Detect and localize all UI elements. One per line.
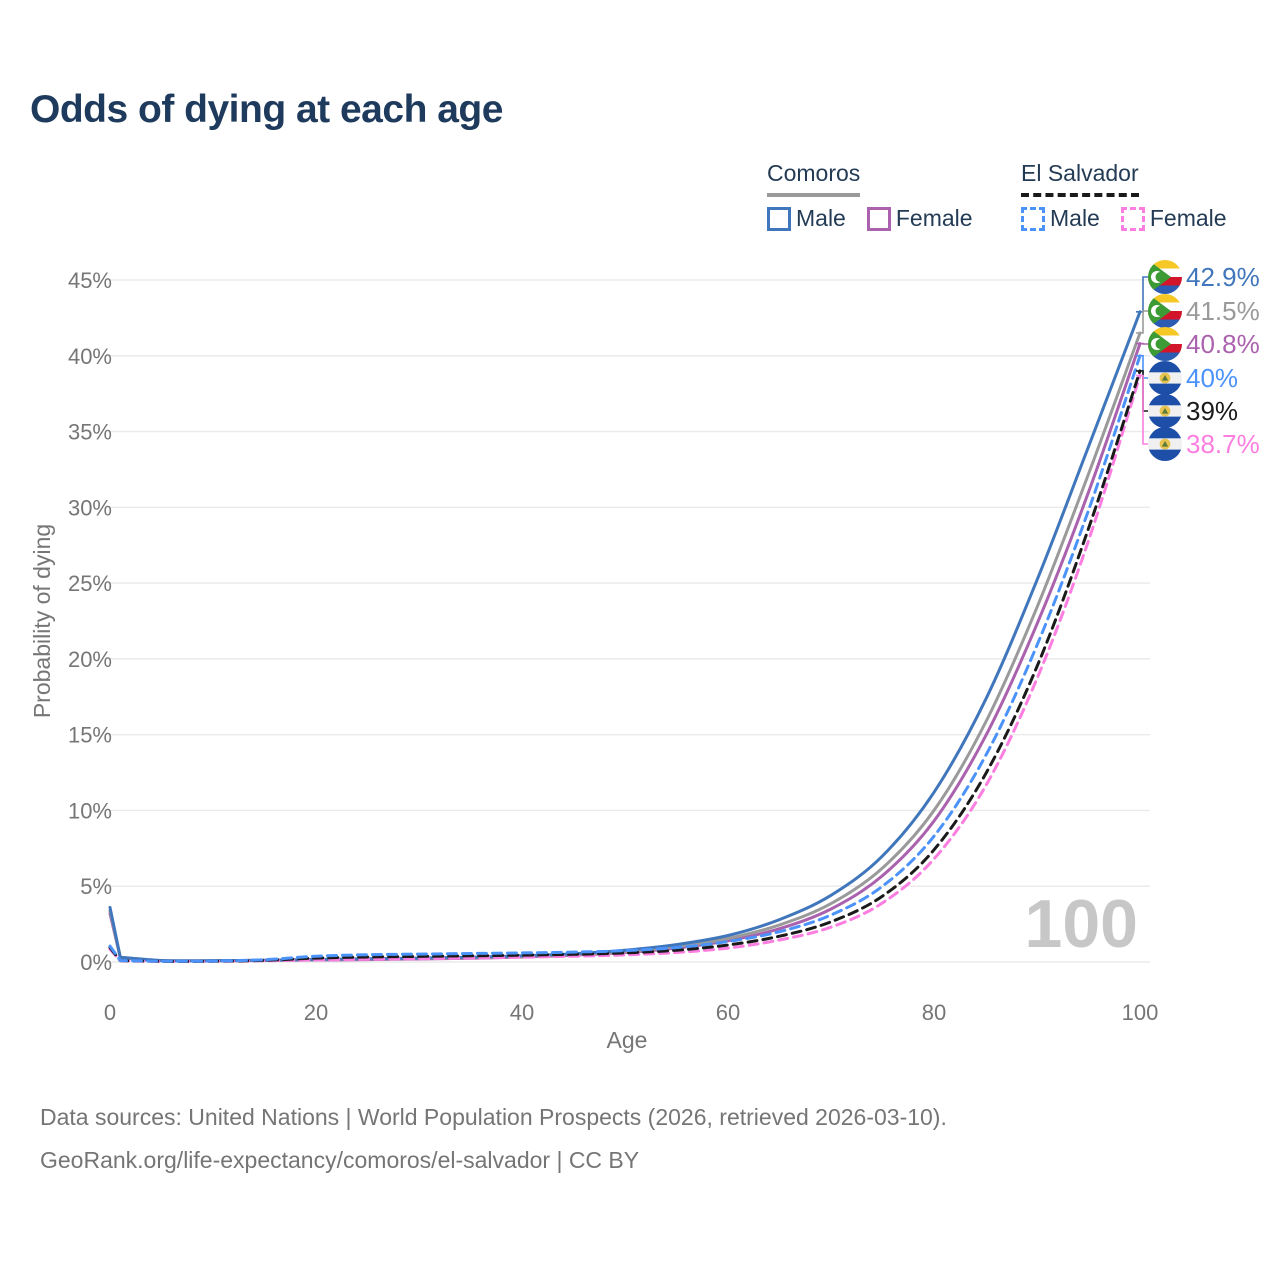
leader-line [1136, 276, 1148, 313]
leader-line [1136, 310, 1148, 334]
series-line-el-salvador-female [108, 374, 1142, 963]
x-tick-label: 100 [1122, 1000, 1159, 1025]
y-tick-label: 5% [80, 874, 112, 899]
series-line-el-salvador-both [108, 369, 1142, 963]
x-tick-label: 40 [510, 1000, 534, 1025]
y-tick-label: 35% [68, 420, 112, 445]
gridlines [108, 279, 1150, 963]
comoros-male-checkbox[interactable] [767, 206, 791, 231]
series-line-comoros-both [108, 331, 1142, 963]
leader-lines [1136, 276, 1148, 445]
x-tick-label: 80 [922, 1000, 946, 1025]
end-value-label: 38.7% [1186, 429, 1260, 459]
el-salvador-flag-icon [1148, 361, 1182, 395]
legend-group-el-salvador: El Salvador Male Female [1021, 160, 1227, 232]
comoros-male-label: Male [796, 205, 846, 231]
end-value-label: 39% [1186, 396, 1238, 426]
y-tick-labels: 0% 5% 10% 15% 20% 25% 30% 35% 40% 45% [68, 268, 112, 975]
legend-group-comoros: Comoros Male Female [767, 160, 973, 232]
leader-line [1136, 355, 1148, 379]
y-tick-label: 40% [68, 344, 112, 369]
data-sources-line: Data sources: United Nations | World Pop… [40, 1104, 947, 1130]
x-tick-label: 0 [104, 1000, 116, 1025]
y-axis-title: Probability of dying [29, 524, 55, 718]
series-line-comoros-female [108, 342, 1142, 963]
x-axis-title: Age [607, 1027, 648, 1053]
age-counter-watermark: 100 [1025, 886, 1138, 962]
el-salvador-female-label: Female [1149, 205, 1227, 231]
comoros-flag-icon [1148, 294, 1182, 328]
comoros-flag-icon [1148, 260, 1182, 294]
legend-country-el-salvador: El Salvador [1021, 160, 1139, 197]
flag-markers [1148, 260, 1182, 461]
el-salvador-male-label: Male [1050, 205, 1100, 231]
y-tick-label: 0% [80, 950, 112, 975]
series-line-el-salvador-male [108, 354, 1142, 963]
y-tick-label: 30% [68, 495, 112, 520]
x-tick-label: 60 [716, 1000, 740, 1025]
footer: Data sources: United Nations | World Pop… [40, 1096, 947, 1182]
series-lines [108, 310, 1142, 963]
page-title: Odds of dying at each age [30, 88, 503, 131]
end-value-label: 41.5% [1186, 296, 1260, 326]
chart-svg: 0% 5% 10% 15% 20% 25% 30% 35% 40% 45% 0 20 40 60 80 10… [29, 240, 1260, 1053]
end-value-label: 40% [1186, 363, 1238, 393]
y-tick-label: 20% [68, 647, 112, 672]
series-line-comoros-male [108, 310, 1142, 963]
y-tick-label: 15% [68, 723, 112, 748]
el-salvador-flag-icon [1148, 394, 1182, 428]
x-tick-labels: 0 20 40 60 80 100 [104, 1000, 1158, 1025]
x-tick-label: 20 [304, 1000, 328, 1025]
el-salvador-flag-icon [1148, 427, 1182, 461]
comoros-female-label: Female [895, 205, 973, 231]
end-value-label: 42.9% [1186, 262, 1260, 292]
legend-country-comoros: Comoros [767, 160, 861, 197]
end-value-label: 40.8% [1186, 329, 1260, 359]
y-tick-label: 45% [68, 268, 112, 293]
leader-line [1136, 374, 1148, 445]
el-salvador-male-checkbox[interactable] [1021, 206, 1045, 231]
el-salvador-female-checkbox[interactable] [1120, 206, 1145, 231]
comoros-flag-icon [1148, 327, 1182, 361]
attribution-line: GeoRank.org/life-expectancy/comoros/el-s… [40, 1147, 640, 1173]
y-tick-label: 10% [68, 798, 112, 823]
y-tick-label: 25% [68, 571, 112, 596]
comoros-female-checkbox[interactable] [866, 206, 891, 231]
end-labels: 42.9% 41.5%40.8% 40%39%38.7% [1186, 262, 1260, 459]
